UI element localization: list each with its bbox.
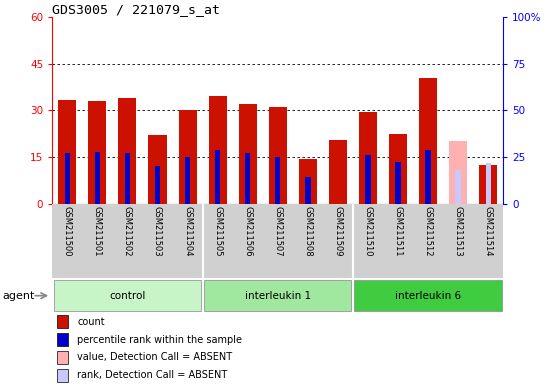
Bar	[354, 280, 502, 311]
Bar	[419, 78, 437, 204]
Text: GSM211507: GSM211507	[273, 206, 282, 257]
Text: GSM211510: GSM211510	[364, 206, 372, 256]
Text: GSM211506: GSM211506	[243, 206, 252, 257]
Text: interleukin 1: interleukin 1	[245, 291, 311, 301]
Text: agent: agent	[3, 291, 35, 301]
Bar	[57, 333, 68, 346]
Bar	[155, 166, 160, 204]
Text: count: count	[77, 317, 104, 327]
Bar	[479, 165, 497, 204]
Bar	[395, 162, 401, 204]
Text: GSM211504: GSM211504	[183, 206, 192, 256]
Bar	[185, 157, 190, 204]
Bar	[125, 153, 130, 204]
Bar	[54, 280, 201, 311]
Bar	[64, 153, 70, 204]
Bar	[425, 149, 431, 204]
Text: GSM211503: GSM211503	[153, 206, 162, 257]
Bar	[89, 101, 106, 204]
Text: value, Detection Call = ABSENT: value, Detection Call = ABSENT	[77, 353, 232, 362]
Bar	[179, 111, 196, 204]
Bar	[455, 170, 461, 204]
Bar	[359, 112, 377, 204]
Text: GSM211501: GSM211501	[93, 206, 102, 256]
Bar	[57, 315, 68, 328]
Bar	[299, 159, 317, 204]
Bar	[486, 162, 491, 204]
Text: GSM211511: GSM211511	[393, 206, 403, 256]
Text: GSM211513: GSM211513	[454, 206, 463, 257]
Text: GSM211508: GSM211508	[303, 206, 312, 257]
Text: GDS3005 / 221079_s_at: GDS3005 / 221079_s_at	[52, 3, 220, 16]
Bar	[208, 96, 227, 204]
Text: rank, Detection Call = ABSENT: rank, Detection Call = ABSENT	[77, 370, 227, 380]
Text: control: control	[109, 291, 146, 301]
Bar	[239, 104, 257, 204]
Bar	[329, 140, 347, 204]
Bar	[365, 155, 371, 204]
Bar	[389, 134, 407, 204]
Bar	[118, 98, 136, 204]
Bar	[148, 135, 167, 204]
Bar	[275, 157, 280, 204]
Text: GSM211502: GSM211502	[123, 206, 132, 256]
Bar	[305, 177, 311, 204]
Bar	[58, 99, 76, 204]
Text: GSM211500: GSM211500	[63, 206, 72, 256]
Bar	[449, 141, 467, 204]
Text: GSM211505: GSM211505	[213, 206, 222, 256]
Text: GSM211509: GSM211509	[333, 206, 343, 256]
Text: GSM211512: GSM211512	[424, 206, 433, 256]
Bar	[269, 107, 287, 204]
Bar	[57, 351, 68, 364]
Text: interleukin 6: interleukin 6	[395, 291, 461, 301]
Bar	[204, 280, 351, 311]
Text: GSM211514: GSM211514	[483, 206, 493, 256]
Text: percentile rank within the sample: percentile rank within the sample	[77, 334, 242, 344]
Bar	[57, 369, 68, 382]
Bar	[215, 149, 221, 204]
Bar	[95, 152, 100, 204]
Bar	[245, 153, 250, 204]
